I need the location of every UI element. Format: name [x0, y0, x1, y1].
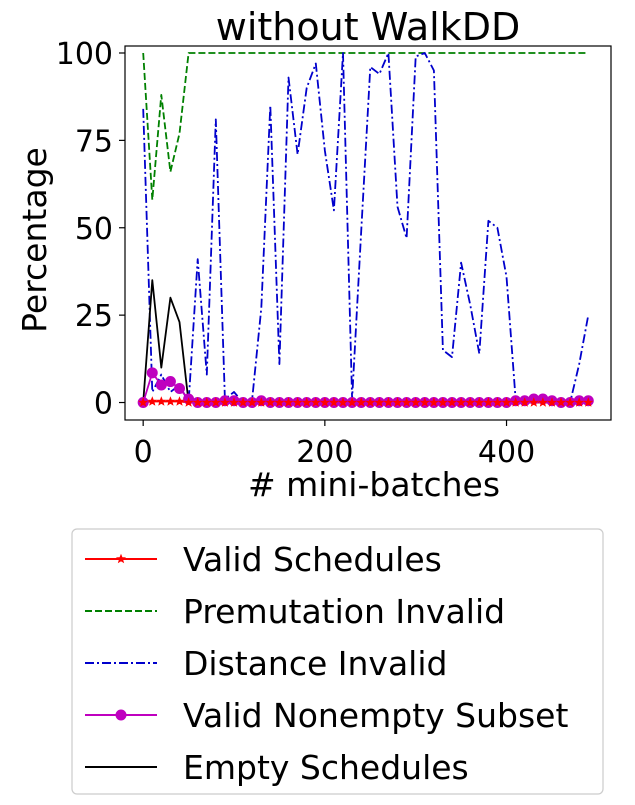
- data-point-valid-nonempty-subset: [146, 367, 158, 379]
- y-tick-label: 75: [75, 124, 113, 159]
- y-axis-label: Percentage: [15, 147, 54, 333]
- data-point-valid-schedules: [183, 397, 194, 407]
- data-point-valid-schedules: [337, 397, 349, 407]
- data-point-valid-schedules: [138, 397, 149, 407]
- data-point-valid-schedules: [328, 397, 339, 407]
- x-axis-label: # mini-batches: [248, 465, 500, 504]
- data-point-valid-schedules: [365, 397, 376, 407]
- data-point-valid-schedules: [510, 397, 521, 407]
- data-point-valid-nonempty-subset: [155, 379, 167, 391]
- data-point-valid-schedules: [156, 396, 167, 406]
- data-point-valid-schedules: [147, 396, 158, 406]
- marker-layer: [137, 367, 594, 409]
- data-point-valid-schedules: [356, 397, 367, 407]
- data-point-valid-schedules: [283, 397, 294, 407]
- y-tick-label: 50: [75, 212, 113, 247]
- legend-box: [71, 528, 604, 795]
- data-point-valid-nonempty-subset: [164, 376, 176, 388]
- data-point-valid-schedules: [247, 397, 258, 407]
- plot-frame: [124, 45, 612, 421]
- y-tick-label: 0: [94, 387, 113, 422]
- data-point-valid-schedules: [292, 397, 303, 407]
- data-point-valid-schedules: [583, 397, 594, 407]
- legend-label-empty-schedules: Empty Schedules: [183, 748, 469, 787]
- data-point-valid-schedules: [228, 397, 240, 407]
- data-point-valid-schedules: [446, 397, 458, 407]
- data-point-valid-schedules: [383, 397, 394, 407]
- data-point-valid-schedules: [347, 397, 358, 407]
- legend-marker-valid-schedules: [115, 553, 127, 564]
- data-point-valid-nonempty-subset: [174, 383, 186, 395]
- data-point-valid-schedules: [201, 397, 212, 407]
- data-point-valid-schedules: [301, 397, 312, 407]
- data-point-valid-schedules: [501, 397, 512, 407]
- data-point-valid-schedules: [256, 397, 267, 407]
- data-point-valid-schedules: [437, 397, 448, 407]
- legend-label-distance-invalid: Distance Invalid: [183, 644, 447, 683]
- data-point-valid-schedules: [565, 397, 576, 407]
- data-point-valid-schedules: [319, 397, 330, 407]
- data-point-valid-schedules: [410, 397, 421, 407]
- data-point-valid-schedules: [419, 397, 430, 407]
- data-point-valid-schedules: [238, 397, 249, 407]
- data-point-valid-schedules: [210, 397, 221, 407]
- data-point-valid-schedules: [428, 397, 439, 407]
- legend-label-valid-nonempty-subset: Valid Nonempty Subset: [183, 696, 568, 735]
- data-point-valid-schedules: [474, 397, 485, 407]
- data-point-valid-schedules: [537, 397, 548, 407]
- data-point-valid-schedules: [165, 396, 176, 406]
- data-point-valid-schedules: [465, 397, 476, 407]
- data-point-valid-schedules: [192, 397, 203, 407]
- y-tick-label: 100: [56, 37, 113, 72]
- series-line-premutation-invalid: [142, 52, 589, 201]
- data-point-valid-schedules: [528, 397, 539, 407]
- x-axis: 0 200 400: [134, 420, 535, 470]
- legend-marker-valid-nonempty-subset: [115, 709, 127, 721]
- x-tick-label: 0: [134, 435, 153, 470]
- x-tick-label: 200: [296, 435, 353, 470]
- series-layer: [142, 52, 590, 404]
- data-point-valid-schedules: [219, 397, 230, 407]
- chart-title: without WalkDD: [216, 5, 520, 49]
- y-tick-label: 25: [75, 299, 113, 334]
- data-point-valid-schedules: [546, 397, 557, 407]
- data-point-valid-schedules: [401, 397, 412, 407]
- data-point-valid-schedules: [574, 397, 585, 407]
- data-point-valid-schedules: [310, 397, 321, 407]
- data-point-valid-schedules: [519, 397, 530, 407]
- data-point-valid-schedules: [492, 397, 503, 407]
- data-point-valid-schedules: [265, 397, 276, 407]
- data-point-valid-schedules: [483, 397, 494, 407]
- data-point-valid-schedules: [274, 397, 285, 407]
- data-point-valid-schedules: [456, 397, 467, 407]
- data-point-valid-schedules: [374, 397, 385, 407]
- data-point-valid-schedules: [174, 396, 185, 406]
- legend-label-valid-schedules: Valid Schedules: [183, 540, 442, 579]
- legend-label-premutation-invalid: Premutation Invalid: [183, 592, 505, 631]
- series-line-distance-invalid: [142, 52, 590, 404]
- y-axis: 0 25 50 75 100: [56, 37, 125, 422]
- series-line-empty-schedules: [142, 279, 589, 404]
- legend: Valid Schedules Premutation Invalid Distan…: [71, 528, 604, 795]
- x-tick-label: 400: [478, 435, 535, 470]
- data-point-valid-schedules: [555, 397, 567, 407]
- data-point-valid-schedules: [392, 397, 403, 407]
